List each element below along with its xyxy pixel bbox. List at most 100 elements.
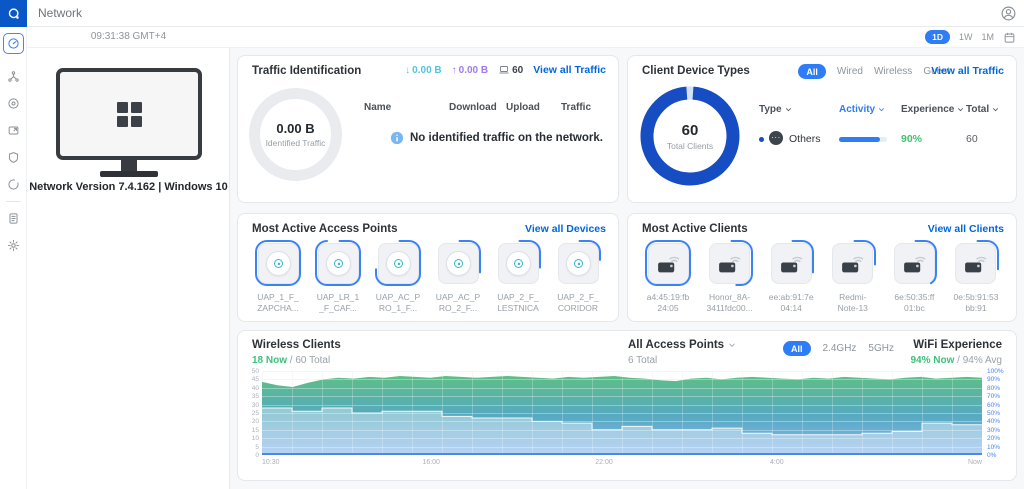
page-title: Network [38, 6, 83, 20]
type-color-dot [759, 137, 764, 142]
column-header-type[interactable]: Type [759, 104, 792, 115]
activity-progress-border [952, 240, 999, 286]
client-device-icon [842, 256, 864, 272]
y-tick-left: 50 [251, 368, 259, 375]
y-tick-left: 40 [251, 384, 259, 392]
controller-panel: Network Version 7.4.162 | Windows 10 [27, 48, 230, 489]
x-tick: 10:30 [262, 459, 280, 466]
y-tick-left: 15 [251, 426, 259, 434]
tab-wireless[interactable]: Wireless [873, 66, 913, 77]
tile-background [832, 242, 874, 284]
client-item[interactable]: Redmi- Note-13 [825, 240, 881, 314]
band-2.4ghz[interactable]: 2.4GHz [822, 343, 857, 354]
client-name: Redmi- Note-13 [837, 292, 868, 314]
column-header-total[interactable]: Total [966, 104, 999, 115]
access-point-icon [325, 250, 351, 276]
sidebar-item-statistics[interactable] [3, 147, 24, 168]
access-point-icon [265, 250, 291, 276]
time-range-1m[interactable]: 1M [981, 32, 994, 42]
total-value: 60 [966, 133, 978, 145]
chevron-down-icon [879, 108, 885, 112]
y-tick-right: 30% [987, 426, 1001, 434]
tile-background [257, 242, 299, 284]
client-item[interactable]: 0e:5b:91:53 bb:91 [948, 240, 1004, 314]
sidebar-item-insights[interactable] [3, 174, 24, 195]
tile-background [437, 242, 479, 284]
view-all-clients-link[interactable]: View all Clients [927, 223, 1004, 235]
client-item[interactable]: Honor_8A- 3411fdc00... [702, 240, 758, 314]
chevron-down-icon [958, 108, 964, 112]
activity-progress-border [645, 240, 691, 286]
traffic-stats: ↓ 0.00 B ↑ 0.00 B 60 View all Traffic [405, 64, 606, 76]
wifi-experience-header: WiFi Experience 94% Now / 94% Avg [910, 339, 1002, 366]
tab-guest[interactable]: Guest [923, 66, 950, 77]
access-point-tile [555, 240, 601, 286]
y-tick-left: 30 [251, 401, 259, 409]
tile-background [955, 242, 997, 284]
journal-icon [9, 213, 18, 224]
sidebar-item-topology[interactable] [3, 66, 24, 87]
radar-icon [8, 179, 19, 190]
tab-all[interactable]: All [798, 64, 826, 79]
tab-wired[interactable]: Wired [836, 66, 863, 77]
client-item[interactable]: a4:45:19:fb 24:05 [640, 240, 696, 314]
access-point-item[interactable]: UAP_AC_P RO_1_F... [370, 240, 426, 314]
user-avatar-icon [1001, 6, 1016, 21]
time-range-1w[interactable]: 1W [958, 32, 973, 42]
app-header: Network [0, 0, 1024, 27]
sidebar-item-clients[interactable] [3, 120, 24, 141]
upload-arrow-icon: ↑ [451, 64, 457, 76]
unifi-logo[interactable] [0, 0, 27, 27]
view-all-traffic-link[interactable]: View all Traffic [533, 64, 606, 76]
x-axis-labels: 10:30 16:00 22:00 4:00 Now [262, 459, 982, 469]
y-tick-right: 90% [987, 376, 1001, 384]
column-header-activity[interactable]: Activity [839, 104, 885, 115]
calendar-icon[interactable] [1003, 31, 1016, 44]
tile-background [557, 242, 599, 284]
client-item[interactable]: 6e:50:35:ff 01:bc [886, 240, 942, 314]
column-header-experience[interactable]: Experience [901, 104, 964, 115]
client-list: a4:45:19:fb 24:05 Honor_8A- 3411fdc00... ee:… [640, 240, 1004, 314]
view-all-devices-link[interactable]: View all Devices [525, 223, 606, 235]
monitor-graphic [56, 68, 202, 160]
chart-right-title: WiFi Experience [913, 339, 1002, 351]
access-point-item[interactable]: UAP_2_F_ CORIDOR [550, 240, 606, 314]
time-range-1d[interactable]: 1D [925, 30, 950, 44]
view-all-clients-link[interactable]: View all Traffic [931, 65, 1004, 77]
windows-logo-icon [116, 101, 142, 127]
chevron-down-icon [729, 343, 735, 347]
client-device-icon [780, 256, 803, 272]
client-tile [952, 240, 999, 286]
band-all[interactable]: All [783, 341, 811, 356]
y-tick-left: 5 [255, 443, 259, 451]
sidebar-item-settings[interactable] [3, 235, 24, 256]
sidebar-item-dashboard[interactable] [3, 33, 24, 54]
sidebar-item-unifi-devices[interactable] [3, 93, 24, 114]
activity-progress-border [435, 240, 481, 286]
activity-bar-fill [839, 137, 880, 142]
clock: 09:31:38 GMT+4 [90, 31, 167, 42]
user-avatar[interactable] [1000, 5, 1017, 22]
experience-value: 90% [901, 133, 923, 145]
chart-right-sub: 94% Now / 94% Avg [910, 355, 1002, 366]
client-item[interactable]: ee:ab:91:7e 04:14 [763, 240, 819, 314]
client-type-row[interactable]: ··· Others 90% 60 [628, 128, 1016, 148]
activity-progress-border [768, 240, 815, 286]
y-tick-left: 35 [251, 393, 259, 401]
access-point-item[interactable]: UAP_2_F_ LESTNICA [490, 240, 546, 314]
download-stat: ↓ 0.00 B [405, 64, 442, 76]
client-tile [645, 240, 691, 286]
activity-progress-border [315, 240, 361, 286]
tile-background [770, 242, 812, 284]
wireless-clients-chart-card: Wireless Clients 18 Now / 60 Total All A… [237, 330, 1017, 481]
client-count-stat: 60 [498, 64, 523, 76]
access-points-selector[interactable]: All Access Points 6 Total [628, 339, 736, 366]
access-point-item[interactable]: UAP_LR_1 _F_CAF... [310, 240, 366, 314]
client-device-types-card: Client Device Types All Wired Wireless Gues… [627, 55, 1017, 203]
wireless-clients-header: Wireless Clients 18 Now / 60 Total [252, 339, 341, 366]
access-point-item[interactable]: UAP_1_F_ ZAPCHA... [250, 240, 306, 314]
access-point-item[interactable]: UAP_AC_P RO_2_F... [430, 240, 486, 314]
x-tick: Now [967, 459, 982, 466]
band-5ghz[interactable]: 5GHz [868, 343, 894, 354]
sidebar-item-system-log[interactable] [3, 208, 24, 229]
